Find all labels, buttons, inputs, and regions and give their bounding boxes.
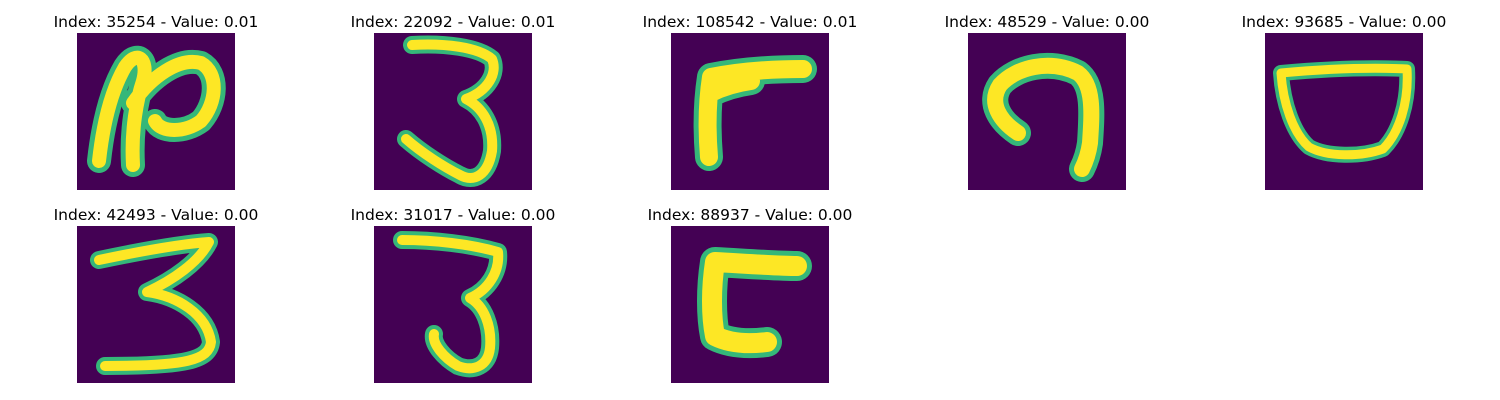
digit-image [77, 33, 235, 190]
glyph-c-icon [697, 247, 812, 359]
image-panel: Index: 22092 - Value: 0.01 [333, 12, 573, 197]
image-panel: Index: 108542 - Value: 0.01 [630, 12, 870, 197]
panel-title: Index: 88937 - Value: 0.00 [647, 206, 853, 224]
glyph-3-icon [90, 233, 220, 375]
digit-image [374, 33, 532, 190]
glyph-bowl-icon [1273, 60, 1416, 163]
image-panel: Index: 93685 - Value: 0.00 [1224, 12, 1464, 197]
digit-image [671, 226, 829, 383]
glyph-2-icon [87, 45, 226, 177]
image-panel: Index: 35254 - Value: 0.01 [36, 12, 276, 197]
digit-image [671, 33, 829, 190]
panel-title: Index: 35254 - Value: 0.01 [53, 13, 259, 31]
image-panel: Index: 48529 - Value: 0.00 [927, 12, 1167, 197]
digit-image [374, 226, 532, 383]
image-panel: Index: 42493 - Value: 0.00 [36, 205, 276, 390]
panel-title: Index: 93685 - Value: 0.00 [1241, 13, 1447, 31]
panel-title: Index: 22092 - Value: 0.01 [350, 13, 556, 31]
glyph-3-icon [393, 231, 508, 378]
panel-title: Index: 31017 - Value: 0.00 [350, 206, 556, 224]
glyph-r-icon [693, 55, 817, 171]
digit-image [77, 226, 235, 383]
image-panel: Index: 31017 - Value: 0.00 [333, 205, 573, 390]
panel-title: Index: 48529 - Value: 0.00 [944, 13, 1150, 31]
glyph-3-icon [397, 35, 503, 187]
panel-title: Index: 42493 - Value: 0.00 [53, 206, 259, 224]
image-panel: Index: 88937 - Value: 0.00 [630, 205, 870, 390]
digit-image [968, 33, 1126, 190]
digit-image [1265, 33, 1423, 190]
glyph-n-icon [982, 52, 1105, 182]
panel-title: Index: 108542 - Value: 0.01 [642, 13, 858, 31]
